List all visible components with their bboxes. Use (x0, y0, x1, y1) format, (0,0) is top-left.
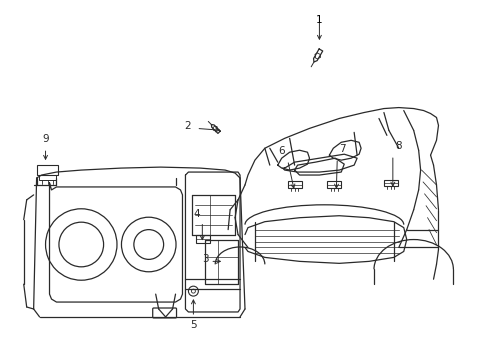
Text: 7: 7 (339, 144, 345, 154)
Text: 6: 6 (278, 146, 284, 156)
Text: 5: 5 (190, 320, 196, 330)
Text: 3: 3 (201, 255, 208, 264)
Text: 2: 2 (183, 121, 190, 131)
Text: 9: 9 (42, 134, 49, 144)
Text: 4: 4 (193, 209, 200, 219)
Text: 1: 1 (315, 15, 322, 25)
FancyBboxPatch shape (152, 308, 176, 318)
Text: 8: 8 (394, 141, 401, 151)
